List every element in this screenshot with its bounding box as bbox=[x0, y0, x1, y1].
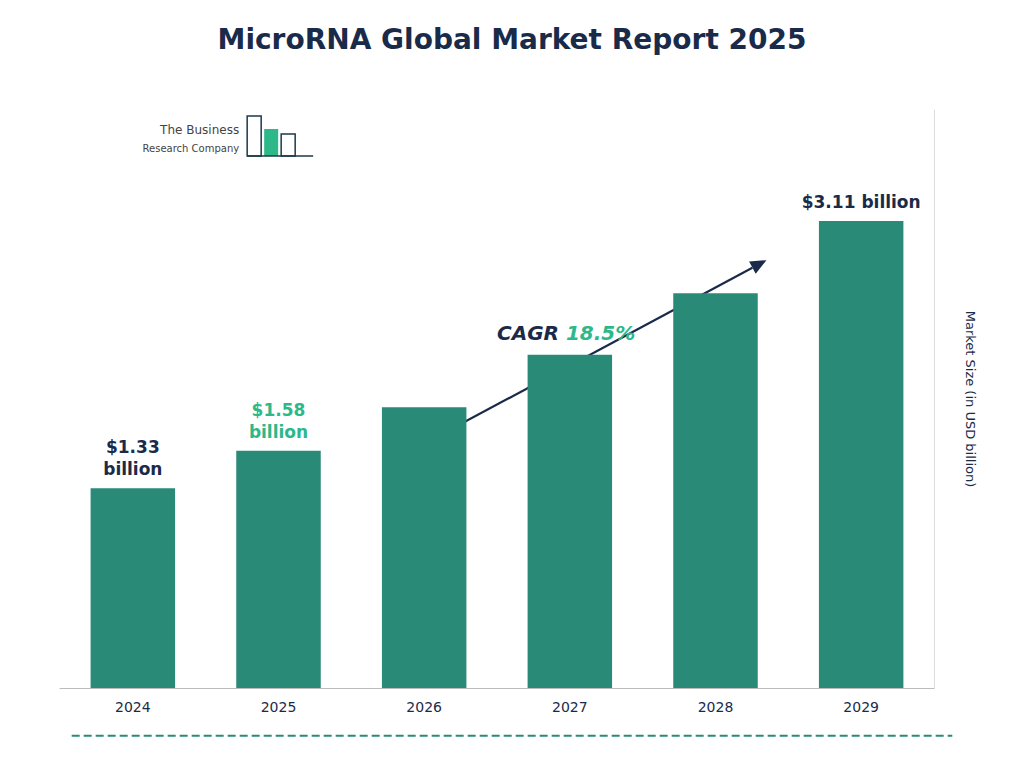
svg-text:$1.33: $1.33 bbox=[106, 437, 160, 457]
svg-text:18.5%: 18.5% bbox=[566, 321, 635, 345]
svg-text:billion: billion bbox=[103, 459, 162, 479]
svg-text:The Business: The Business bbox=[159, 123, 239, 137]
svg-text:$3.11 billion: $3.11 billion bbox=[802, 192, 921, 212]
svg-text:2028: 2028 bbox=[698, 699, 734, 715]
svg-text:MicroRNA Global Market Report: MicroRNA Global Market Report 2025 bbox=[218, 23, 807, 56]
svg-text:2024: 2024 bbox=[115, 699, 151, 715]
svg-text:2026: 2026 bbox=[406, 699, 442, 715]
svg-text:2025: 2025 bbox=[261, 699, 297, 715]
svg-text:2027: 2027 bbox=[552, 699, 588, 715]
svg-text:2029: 2029 bbox=[843, 699, 879, 715]
svg-text:Market Size (in USD billion): Market Size (in USD billion) bbox=[963, 311, 978, 488]
svg-text:$1.58: $1.58 bbox=[252, 400, 306, 420]
svg-text:CAGR: CAGR bbox=[497, 321, 559, 345]
svg-text:billion: billion bbox=[249, 422, 308, 442]
svg-text:Research Company: Research Company bbox=[143, 143, 240, 154]
